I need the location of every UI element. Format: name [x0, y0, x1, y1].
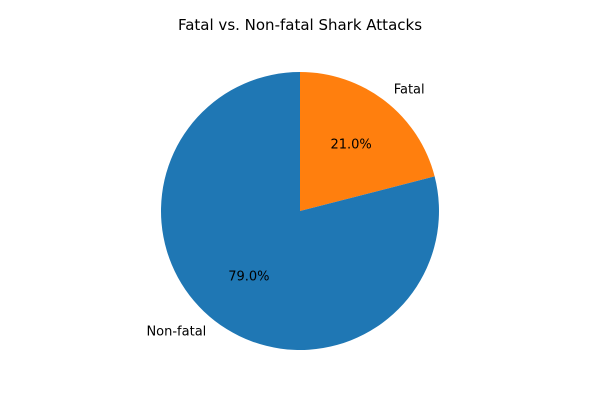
slice-category-label: Fatal: [394, 83, 425, 98]
percent-label: 79.0%: [228, 269, 269, 284]
pie-slice-non-fatal: [161, 72, 439, 350]
pie-slice-fatal: [300, 72, 435, 211]
slice-category-label: Non-fatal: [146, 324, 206, 339]
pie-slices: [161, 72, 439, 350]
percent-label: 21.0%: [330, 138, 371, 153]
pie-labels: 21.0% Fatal 79.0% Non-fatal: [146, 83, 424, 340]
chart-title: Fatal vs. Non-fatal Shark Attacks: [178, 16, 422, 34]
